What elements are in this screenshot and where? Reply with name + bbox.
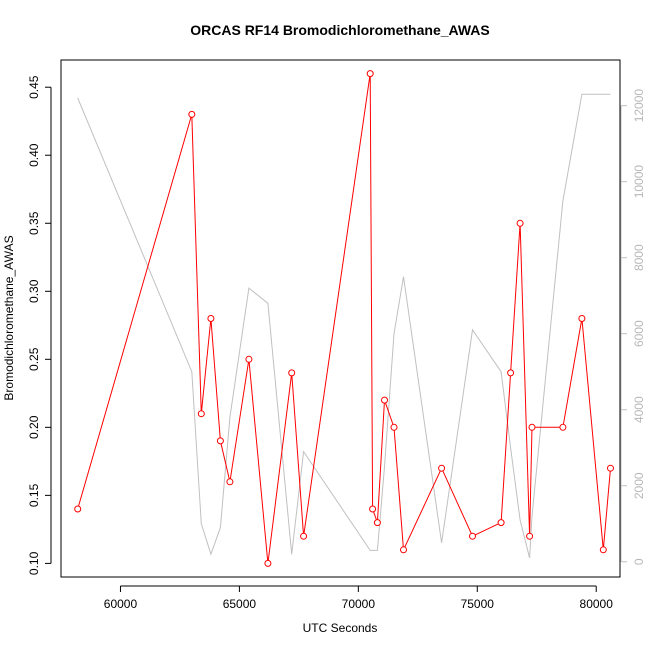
y-tick-label: 0.10 — [27, 551, 41, 575]
data-point — [245, 355, 253, 363]
data-point — [288, 369, 296, 377]
x-tick-label: 75000 — [461, 597, 495, 611]
y2-tick-label: 6000 — [632, 320, 646, 347]
series-line-altitude — [77, 93, 611, 559]
x-axis: 60000 65000 70000 75000 80000 — [104, 585, 614, 611]
y2-tick-label: 10000 — [632, 165, 646, 199]
data-point — [366, 70, 374, 78]
y2-tick-label: 2000 — [632, 472, 646, 499]
data-point — [381, 396, 388, 404]
data-point — [300, 532, 308, 540]
data-points — [74, 70, 614, 567]
y-axis-label: Bromodichloromethane_AWAS — [2, 235, 16, 400]
x-tick-label: 60000 — [104, 597, 138, 611]
y-axis-left: 0.10 0.15 0.20 0.25 0.30 0.35 0.40 0.45 — [27, 75, 52, 575]
data-point — [578, 315, 586, 322]
y2-tick-label: 4000 — [632, 396, 646, 423]
x-axis-label: UTC Seconds — [303, 621, 378, 635]
y-tick-label: 0.20 — [27, 415, 41, 439]
data-point — [390, 423, 398, 431]
plot-lines — [77, 73, 611, 564]
x-tick-label: 80000 — [580, 597, 614, 611]
data-point — [497, 519, 505, 527]
plot-frame — [60, 59, 621, 578]
data-point — [528, 423, 536, 431]
x-tick-label: 70000 — [342, 597, 376, 611]
data-point — [607, 464, 614, 472]
data-point — [526, 532, 534, 540]
y-tick-label: 0.40 — [27, 143, 41, 167]
data-point — [216, 437, 224, 445]
data-point — [188, 110, 196, 118]
data-point — [74, 505, 82, 513]
data-point — [369, 505, 377, 513]
y2-tick-label: 0 — [632, 558, 646, 565]
data-point — [507, 369, 515, 377]
y-tick-label: 0.30 — [27, 279, 41, 303]
x-tick-label: 65000 — [223, 597, 257, 611]
y-tick-label: 0.45 — [27, 75, 41, 99]
y-tick-label: 0.15 — [27, 483, 41, 507]
data-point — [400, 546, 407, 554]
y-tick-label: 0.35 — [27, 211, 41, 235]
data-point — [207, 315, 215, 322]
data-point — [197, 410, 205, 418]
chart-title: ORCAS RF14 Bromodichloromethane_AWAS — [190, 22, 490, 38]
data-point — [438, 464, 446, 472]
y2-tick-label: 8000 — [632, 244, 646, 271]
data-point — [264, 559, 272, 567]
y2-tick-label: 12000 — [632, 89, 646, 123]
y-axis-right: 0 2000 4000 6000 8000 10000 12000 — [620, 89, 646, 565]
data-point — [516, 219, 524, 227]
data-point — [373, 519, 381, 527]
data-point — [559, 423, 567, 431]
series-line-bromodichloromethane — [77, 73, 611, 564]
y-tick-label: 0.25 — [27, 347, 41, 371]
data-point — [599, 546, 607, 554]
data-point — [469, 532, 476, 540]
data-point — [226, 478, 234, 486]
